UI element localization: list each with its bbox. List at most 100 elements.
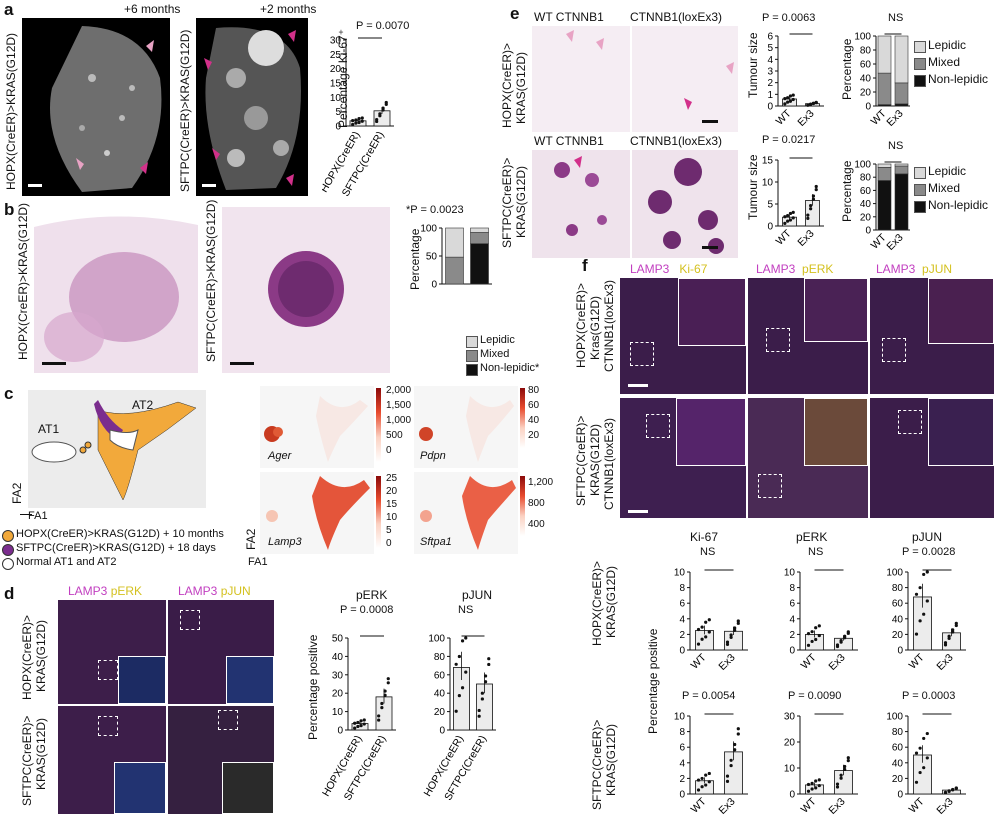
y-tick-label: 20 xyxy=(860,88,872,99)
y-tick-label: 0 xyxy=(335,122,341,133)
y-tick-label: 40 xyxy=(332,652,344,663)
y-tick-label: 20 xyxy=(330,64,342,75)
data-point xyxy=(696,778,701,782)
f-fluor-sftpc-ki67 xyxy=(620,398,746,518)
x-tick-label: Ex3 xyxy=(934,796,955,817)
f-bot-p-perk: P = 0.0090 xyxy=(788,690,842,702)
data-point xyxy=(729,633,733,637)
data-point xyxy=(704,635,708,639)
d-row2-label: SFTPC(CreER)> xyxy=(20,715,34,806)
y-tick-label: 0 xyxy=(767,222,773,233)
stacked-bar-segment xyxy=(894,173,909,231)
data-point xyxy=(696,642,701,646)
y-tick-label: 30 xyxy=(784,712,796,723)
data-point xyxy=(806,643,811,647)
d-fluor-hopx-perk xyxy=(58,600,166,704)
panel-label-f: f xyxy=(582,256,588,275)
c-legend-label: SFTPC(CreER)>KRAS(G12D) + 18 days xyxy=(16,542,216,554)
d-fluor-sftpc-pjun xyxy=(168,706,274,814)
c-gene-fa1: FA1 xyxy=(248,556,268,568)
x-tick-label: Ex3 xyxy=(716,796,737,817)
b-stacked-chart: 0 50 100 xyxy=(420,224,492,291)
e-he-sftpc-wt xyxy=(532,150,630,258)
data-point xyxy=(914,751,919,755)
c-colorbar-ager xyxy=(376,388,381,462)
e-legend-swatch xyxy=(914,41,926,53)
data-point xyxy=(791,216,795,220)
data-point xyxy=(810,630,814,634)
c-scale-ager: 2,000 1,500 1,000 500 0 xyxy=(386,383,411,458)
f-title-perk: pERK xyxy=(796,530,828,544)
data-point xyxy=(806,216,810,220)
e-pval-1: P = 0.0063 xyxy=(762,12,816,24)
c-scale-pdpn: 80 60 40 20 xyxy=(528,383,539,443)
y-tick-label: 0 xyxy=(897,790,903,801)
stacked-bar-segment xyxy=(877,180,892,231)
f-top-p-pjun: P = 0.0028 xyxy=(902,546,956,558)
x-tick-label: Ex3 xyxy=(826,652,847,673)
c-feature-lamp3 xyxy=(260,472,374,554)
data-point xyxy=(814,184,818,189)
c-scale-tick: 25 xyxy=(386,473,398,484)
data-point xyxy=(786,214,790,218)
y-tick-label: 20 xyxy=(892,630,904,641)
data-point xyxy=(377,718,381,722)
x-tick-label: WT xyxy=(907,651,927,671)
d-row1b-label: KRAS(G12D) xyxy=(34,619,48,692)
f-title-ki67: Ki-67 xyxy=(690,530,719,544)
data-point xyxy=(846,759,850,763)
y-tick-label: 0 xyxy=(337,726,343,737)
x-tick-label: Ex3 xyxy=(716,652,737,673)
b-img1-side-label: HOPX(CreER)>KRAS(G12D) xyxy=(16,202,30,360)
x-tick-label: Ex3 xyxy=(795,228,816,249)
y-tick-label: 2 xyxy=(679,630,685,641)
data-point xyxy=(733,628,737,632)
data-point xyxy=(788,211,793,216)
y-tick-label: 15 xyxy=(330,79,342,90)
y-tick-label: 40 xyxy=(892,614,904,625)
c-scale-tick: 60 xyxy=(528,400,540,411)
c-axis-line xyxy=(20,514,32,515)
b-pval: *P = 0.0023 xyxy=(406,204,464,216)
y-tick-label: 25 xyxy=(330,50,342,61)
data-point xyxy=(809,207,813,211)
b-legend-label: Non-lepidic* xyxy=(480,362,540,374)
stacked-bar-segment xyxy=(877,35,892,74)
a-pval: P = 0.0070 xyxy=(356,20,410,32)
y-tick-label: 80 xyxy=(434,652,446,663)
data-point xyxy=(380,701,384,706)
data-point xyxy=(814,626,818,630)
d-ylabel: Percentage positive xyxy=(306,634,320,740)
stacked-bar-segment xyxy=(445,227,464,258)
y-tick-label: 10 xyxy=(674,568,686,579)
data-point xyxy=(707,771,711,776)
data-point xyxy=(918,586,922,590)
x-tick-label: WT xyxy=(689,795,709,815)
data-point xyxy=(356,724,360,729)
data-point xyxy=(788,99,793,103)
f-chart-ki67-bot: 0 2 4 6 8 10 WT Ex3 xyxy=(674,712,748,817)
d-pjun-title: pJUN xyxy=(462,588,493,602)
data-point xyxy=(814,637,818,642)
e-col2b: CTNNB1(loxEx3) xyxy=(630,134,723,148)
c-scale-tick: 500 xyxy=(386,430,403,441)
y-tick-label: 0 xyxy=(439,726,445,737)
panel-label-a: a xyxy=(4,0,14,19)
data-point xyxy=(480,691,484,695)
data-point xyxy=(351,118,355,123)
data-point xyxy=(483,674,488,678)
data-point xyxy=(810,639,814,644)
data-point xyxy=(835,785,840,789)
data-point xyxy=(810,781,814,785)
b-he-image-hopx xyxy=(34,207,198,373)
data-point xyxy=(925,599,929,603)
data-point xyxy=(788,218,793,222)
data-point xyxy=(811,194,816,198)
e-legend-label: Mixed xyxy=(928,181,961,195)
y-tick-label: 5 xyxy=(335,107,341,118)
c-legend-label: Normal AT1 and AT2 xyxy=(16,556,117,568)
c-scale-tick: 400 xyxy=(528,519,545,530)
b-legend-swatch xyxy=(466,350,478,362)
y-tick-label: 20 xyxy=(784,738,796,749)
stacked-bar-segment xyxy=(894,163,909,167)
